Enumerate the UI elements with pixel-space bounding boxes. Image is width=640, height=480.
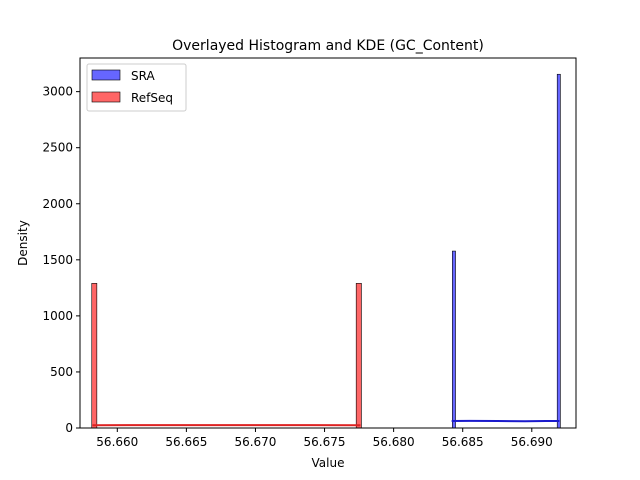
legend: SRA RefSeq: [86, 63, 187, 112]
legend-swatch-refseq: [91, 91, 121, 103]
x-tick-label: 56.670: [234, 435, 276, 449]
bar-refseq: [355, 283, 362, 429]
plot-frame: [79, 57, 577, 429]
x-tick-label: 56.675: [304, 435, 346, 449]
y-tick-label: 1500: [42, 253, 73, 267]
x-tick-label: 56.685: [442, 435, 484, 449]
x-tick-label: 56.665: [165, 435, 207, 449]
plot-area: [80, 58, 576, 428]
chart-title: Overlayed Histogram and KDE (GC_Content): [172, 38, 484, 54]
x-tick-label: 56.690: [511, 435, 553, 449]
x-axis-label: Value: [312, 456, 345, 470]
y-tick-label: 500: [50, 365, 73, 379]
bar-refseq: [91, 283, 98, 429]
y-tick-label: 2500: [42, 141, 73, 155]
legend-label-refseq: RefSeq: [131, 91, 173, 105]
y-tick-label: 3000: [42, 85, 73, 99]
legend-swatch-sra: [91, 69, 121, 81]
x-tick-label: 56.660: [96, 435, 138, 449]
y-tick-label: 2000: [42, 197, 73, 211]
bar-sra: [556, 73, 561, 429]
y-tick-label: 1000: [42, 309, 73, 323]
legend-label-sra: SRA: [131, 69, 155, 83]
y-axis-label: Density: [16, 220, 30, 266]
x-tick-label: 56.680: [373, 435, 415, 449]
y-tick-label: 0: [65, 421, 73, 435]
bar-sra: [452, 250, 456, 429]
